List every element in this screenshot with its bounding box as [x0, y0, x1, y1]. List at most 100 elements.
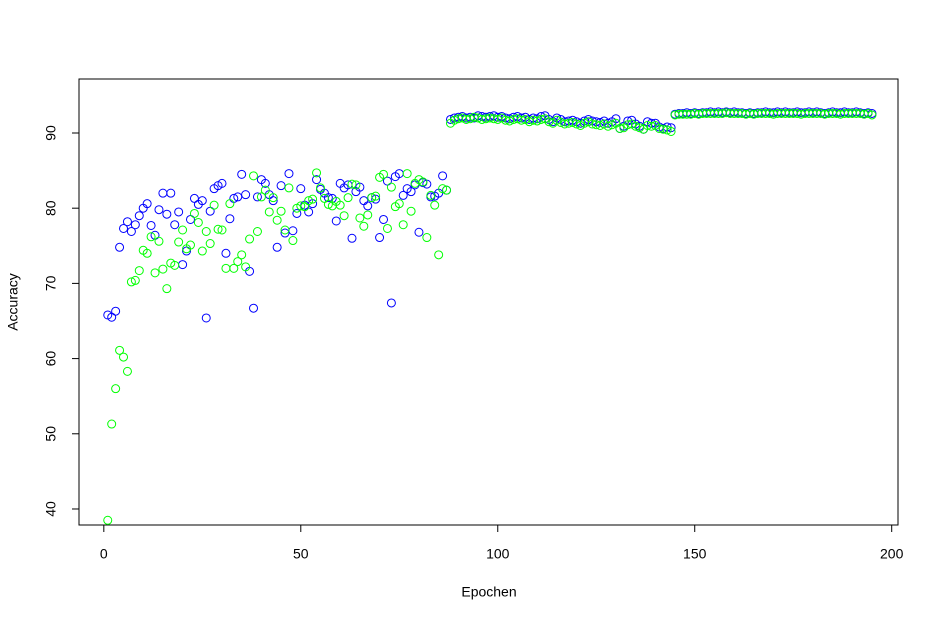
point [422, 233, 432, 243]
y-tick-label: 90 [43, 125, 59, 141]
point [122, 217, 132, 227]
point [312, 168, 322, 178]
point [347, 233, 357, 243]
point [296, 201, 306, 211]
point [119, 223, 129, 233]
point [568, 117, 578, 127]
x-tick-label: 100 [486, 546, 510, 562]
point [260, 178, 270, 188]
point [221, 263, 231, 273]
point [178, 225, 188, 235]
point [335, 200, 345, 210]
point [363, 201, 373, 211]
point [154, 205, 164, 215]
point [359, 221, 369, 231]
point [280, 225, 290, 235]
point [398, 190, 408, 200]
point [256, 192, 266, 202]
point [394, 199, 404, 209]
y-tick-label: 50 [43, 426, 59, 442]
point [142, 199, 152, 209]
plot-box [78, 78, 899, 526]
point [142, 248, 152, 258]
point [217, 225, 227, 235]
point [170, 220, 180, 230]
point [201, 313, 211, 323]
point [438, 184, 448, 194]
point [312, 175, 322, 185]
point [359, 196, 369, 206]
point [371, 194, 381, 204]
point [288, 236, 298, 246]
point [103, 515, 113, 525]
point [111, 384, 121, 394]
point [197, 196, 207, 206]
point [126, 277, 136, 287]
point [260, 185, 270, 195]
point [379, 169, 389, 179]
point [355, 213, 365, 223]
point [166, 188, 176, 198]
point [863, 108, 873, 118]
y-tick-label: 40 [43, 501, 59, 517]
point [213, 224, 223, 234]
point [126, 227, 136, 237]
point [158, 188, 168, 198]
point [193, 217, 203, 227]
point [249, 171, 259, 181]
x-tick-label: 150 [683, 546, 707, 562]
point [229, 263, 239, 273]
point [662, 125, 672, 135]
point [284, 169, 294, 179]
point [288, 226, 298, 236]
point [111, 306, 121, 316]
point [351, 180, 361, 190]
x-tick-label: 200 [880, 546, 904, 562]
point [379, 214, 389, 224]
point [249, 303, 259, 313]
point [292, 208, 302, 218]
point [122, 366, 132, 376]
y-tick-label: 80 [43, 200, 59, 216]
point [414, 227, 424, 237]
point [205, 206, 215, 216]
y-tick-label: 60 [43, 351, 59, 367]
point [430, 200, 440, 210]
point [272, 242, 282, 252]
point [115, 242, 125, 252]
point [382, 223, 392, 233]
point [276, 206, 286, 216]
point [233, 257, 243, 267]
point [386, 182, 396, 192]
point [150, 268, 160, 278]
point [264, 207, 274, 217]
x-axis-label: Epochen [461, 584, 516, 600]
point [867, 110, 877, 120]
point [268, 196, 278, 206]
point [434, 250, 444, 260]
point [189, 193, 199, 203]
point [631, 121, 641, 131]
point [174, 207, 184, 217]
point [154, 236, 164, 246]
point [237, 250, 247, 260]
point [134, 266, 144, 276]
point [189, 208, 199, 218]
point [398, 220, 408, 230]
x-tick-label: 50 [293, 546, 309, 562]
point [162, 284, 172, 294]
point [178, 260, 188, 270]
point [268, 193, 278, 203]
point [209, 200, 219, 210]
point [225, 214, 235, 224]
point [158, 264, 168, 274]
point [115, 345, 125, 355]
point [331, 216, 341, 226]
point [146, 220, 156, 230]
point [276, 181, 286, 191]
point [603, 121, 613, 131]
point [375, 233, 385, 243]
point [371, 191, 381, 201]
x-tick-label: 0 [100, 546, 108, 562]
point [615, 123, 625, 133]
